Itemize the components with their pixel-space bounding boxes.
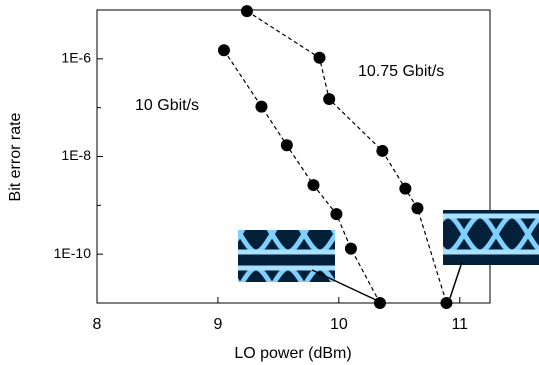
series-label: 10.75 Gbit/s bbox=[358, 63, 444, 80]
chart: 10 Gbit/s 10.75 Gbit/s LO power (dBm) Bi… bbox=[0, 0, 539, 365]
data-point bbox=[281, 139, 293, 151]
data-point bbox=[241, 5, 253, 17]
eye-diagram bbox=[443, 210, 539, 265]
data-point bbox=[255, 101, 267, 113]
data-point bbox=[307, 179, 319, 191]
data-point bbox=[411, 202, 423, 214]
x-tick-label: 9 bbox=[213, 316, 222, 333]
data-point bbox=[323, 93, 335, 105]
data-point bbox=[345, 243, 357, 255]
eye-diagrams bbox=[238, 210, 539, 300]
data-point bbox=[440, 297, 452, 309]
y-tick-label: 1E-8 bbox=[61, 147, 91, 163]
data-point bbox=[330, 208, 342, 220]
x-tick-label: 10 bbox=[330, 316, 348, 333]
y-tick-label: 1E-10 bbox=[54, 245, 92, 261]
data-point bbox=[374, 297, 386, 309]
data-point bbox=[313, 52, 325, 64]
series-label: 10 Gbit/s bbox=[135, 97, 199, 114]
data-point bbox=[376, 145, 388, 157]
y-axis-label: Bit error rate bbox=[7, 112, 24, 201]
arrow bbox=[312, 270, 376, 300]
data-point bbox=[218, 44, 230, 56]
x-tick-label: 8 bbox=[93, 316, 102, 333]
data-point bbox=[399, 183, 411, 195]
x-axis-label: LO power (dBm) bbox=[234, 345, 351, 362]
arrow bbox=[450, 262, 462, 298]
y-tick-label: 1E-6 bbox=[61, 50, 91, 66]
x-tick-label: 11 bbox=[451, 316, 468, 333]
